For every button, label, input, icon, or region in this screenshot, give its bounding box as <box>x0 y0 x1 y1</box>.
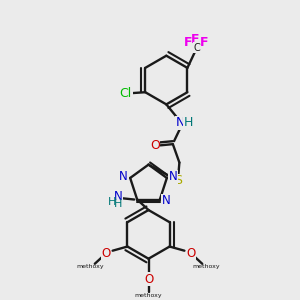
Text: Cl: Cl <box>119 87 132 100</box>
Text: O: O <box>186 247 196 260</box>
Text: O: O <box>101 247 111 260</box>
Text: methoxy: methoxy <box>193 264 220 268</box>
Text: C: C <box>194 43 200 53</box>
Text: H: H <box>114 199 122 209</box>
Text: H: H <box>184 116 193 129</box>
Text: N: N <box>162 194 171 207</box>
Text: O: O <box>144 273 153 286</box>
Text: N: N <box>169 170 178 183</box>
Text: S: S <box>174 175 182 188</box>
Text: O: O <box>150 139 160 152</box>
Text: N: N <box>114 190 123 203</box>
Text: methoxy: methoxy <box>135 293 162 298</box>
Text: F: F <box>200 36 209 50</box>
Text: N: N <box>119 170 128 183</box>
Text: F: F <box>184 36 192 50</box>
Text: N: N <box>175 116 185 129</box>
Text: F: F <box>191 33 200 46</box>
Text: methoxy: methoxy <box>77 264 104 268</box>
Text: H: H <box>107 197 116 208</box>
